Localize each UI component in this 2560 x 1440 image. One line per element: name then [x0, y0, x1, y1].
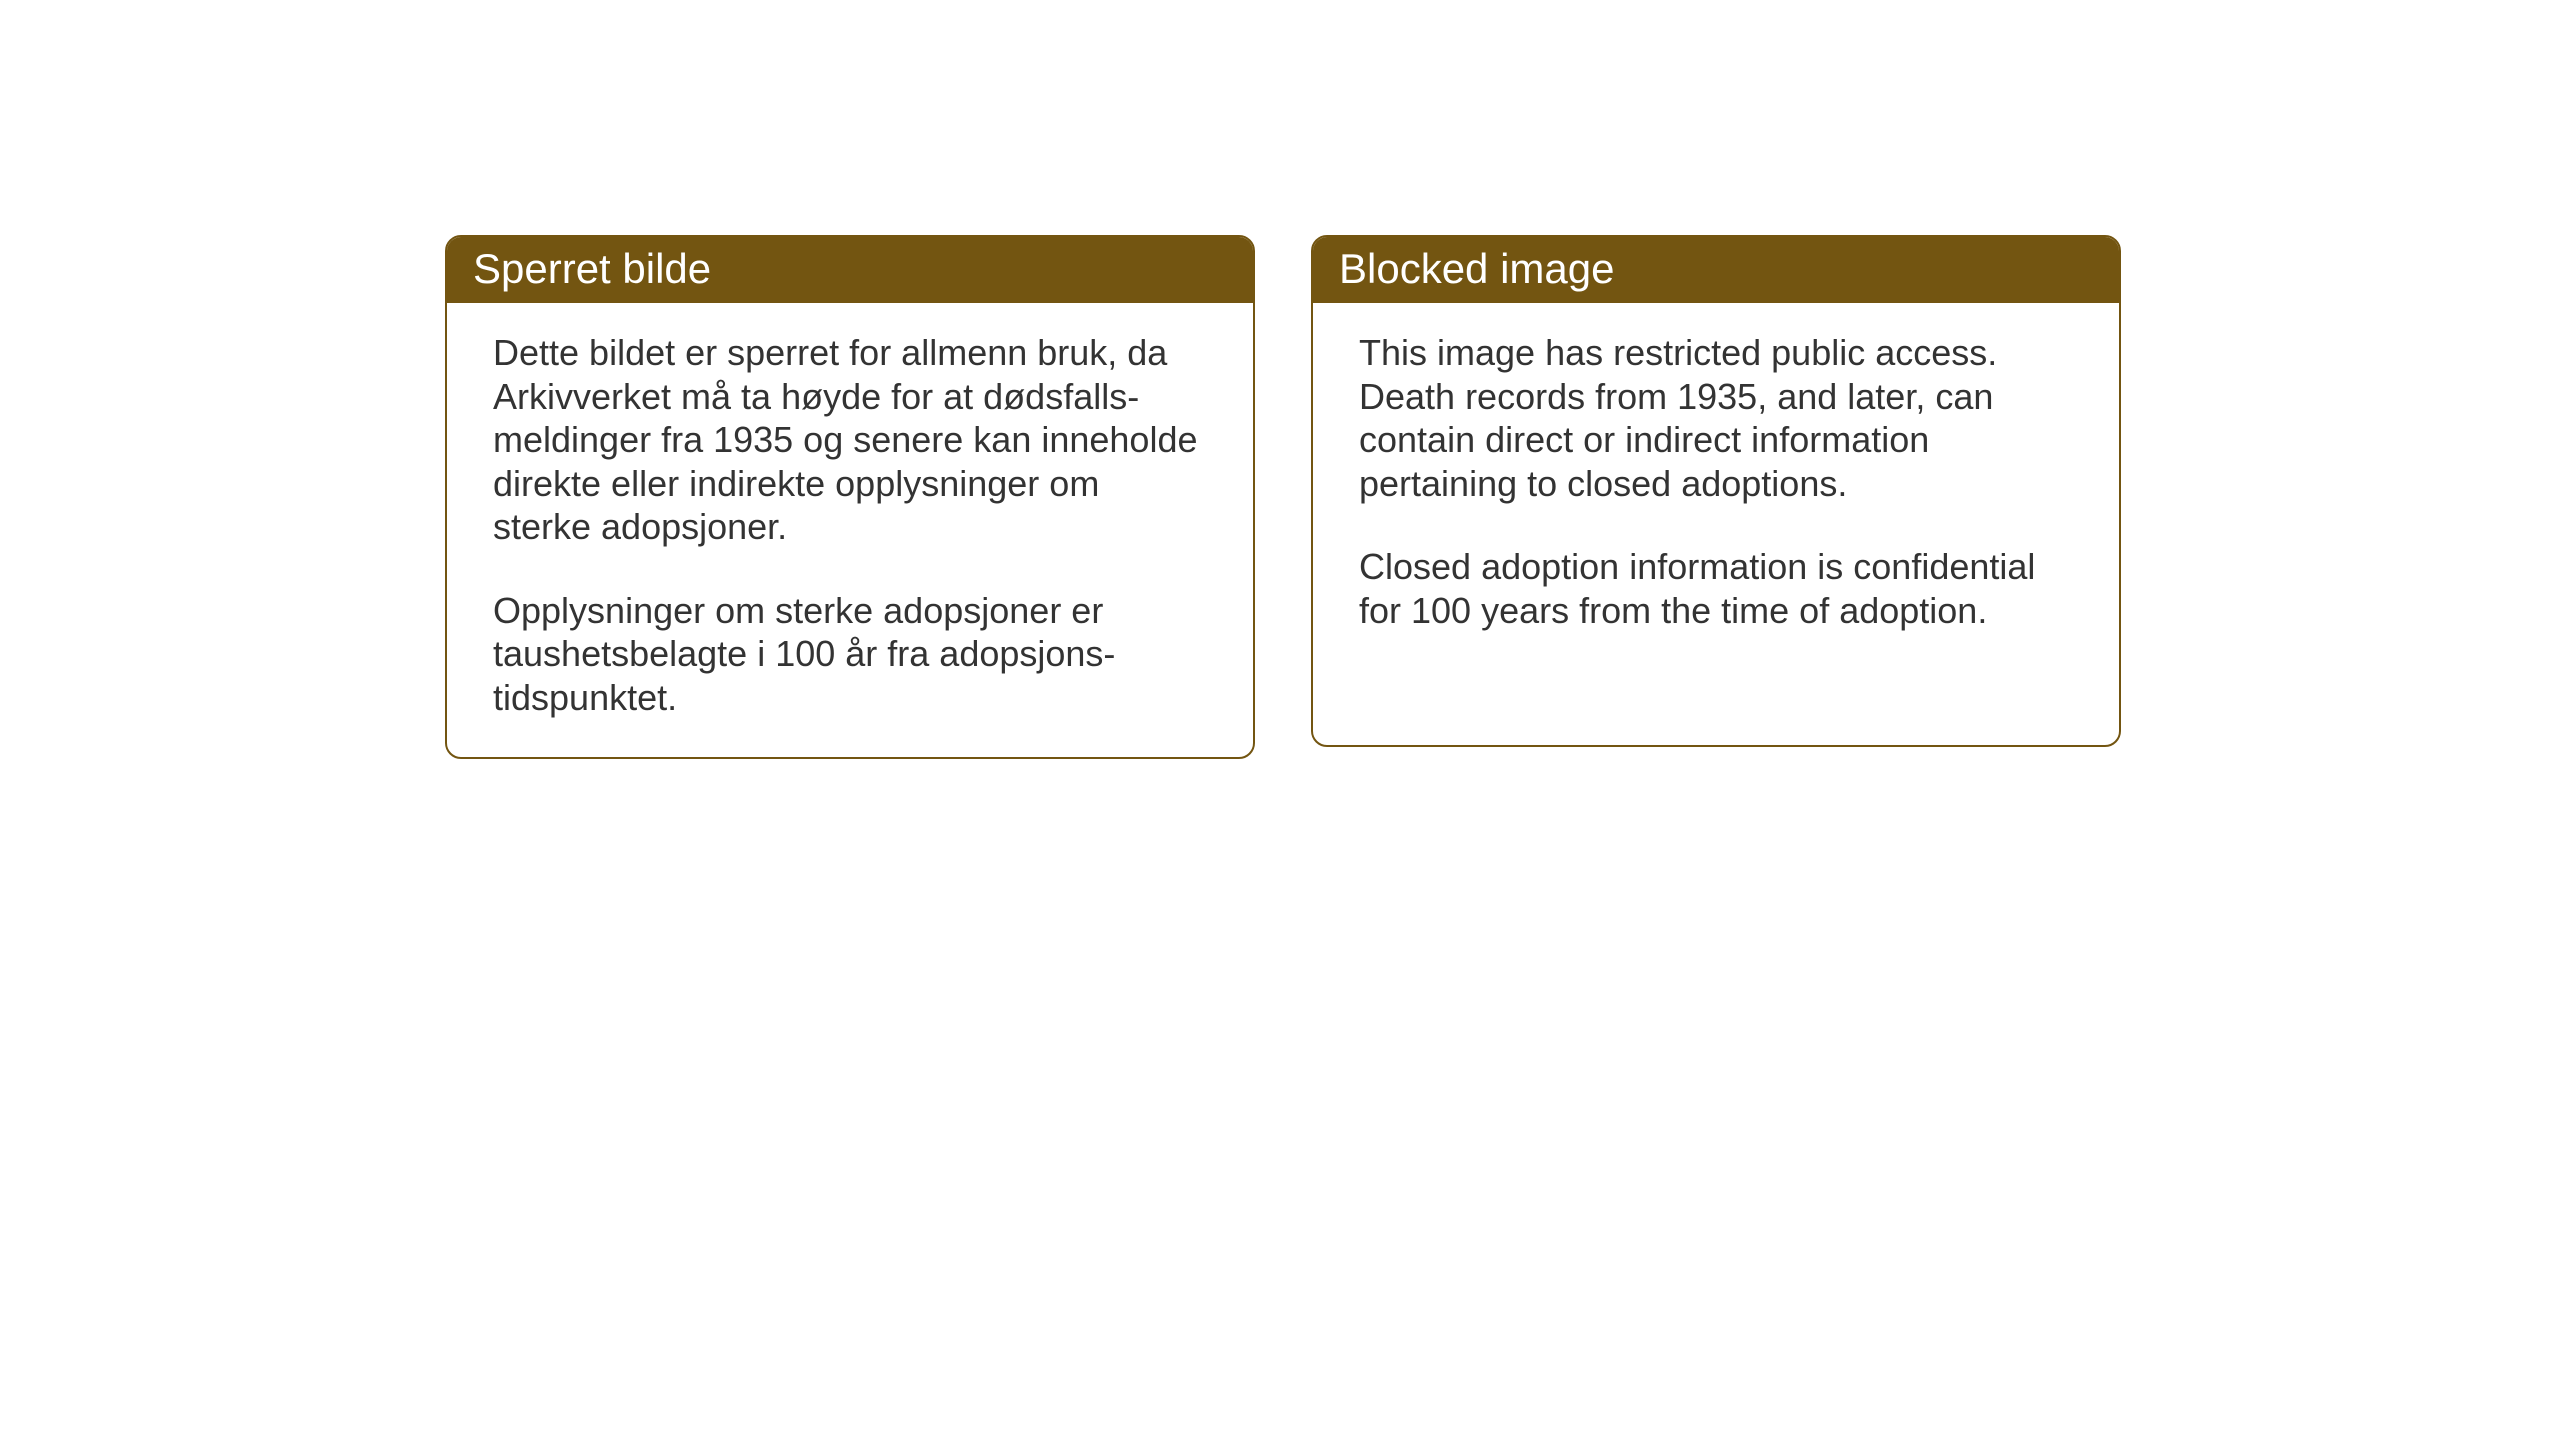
notice-box-norwegian: Sperret bilde Dette bildet er sperret fo…	[445, 235, 1255, 759]
notice-header-norwegian: Sperret bilde	[447, 237, 1253, 303]
notice-title-english: Blocked image	[1339, 245, 1614, 292]
notice-body-norwegian: Dette bildet er sperret for allmenn bruk…	[447, 303, 1253, 757]
notice-paragraph-2-english: Closed adoption information is confident…	[1359, 545, 2073, 632]
notice-header-english: Blocked image	[1313, 237, 2119, 303]
notice-paragraph-2-norwegian: Opplysninger om sterke adopsjoner er tau…	[493, 589, 1207, 720]
notice-box-english: Blocked image This image has restricted …	[1311, 235, 2121, 747]
notices-container: Sperret bilde Dette bildet er sperret fo…	[445, 235, 2121, 759]
notice-paragraph-1-english: This image has restricted public access.…	[1359, 331, 2073, 505]
notice-title-norwegian: Sperret bilde	[473, 245, 711, 292]
notice-paragraph-1-norwegian: Dette bildet er sperret for allmenn bruk…	[493, 331, 1207, 549]
notice-body-english: This image has restricted public access.…	[1313, 303, 2119, 670]
